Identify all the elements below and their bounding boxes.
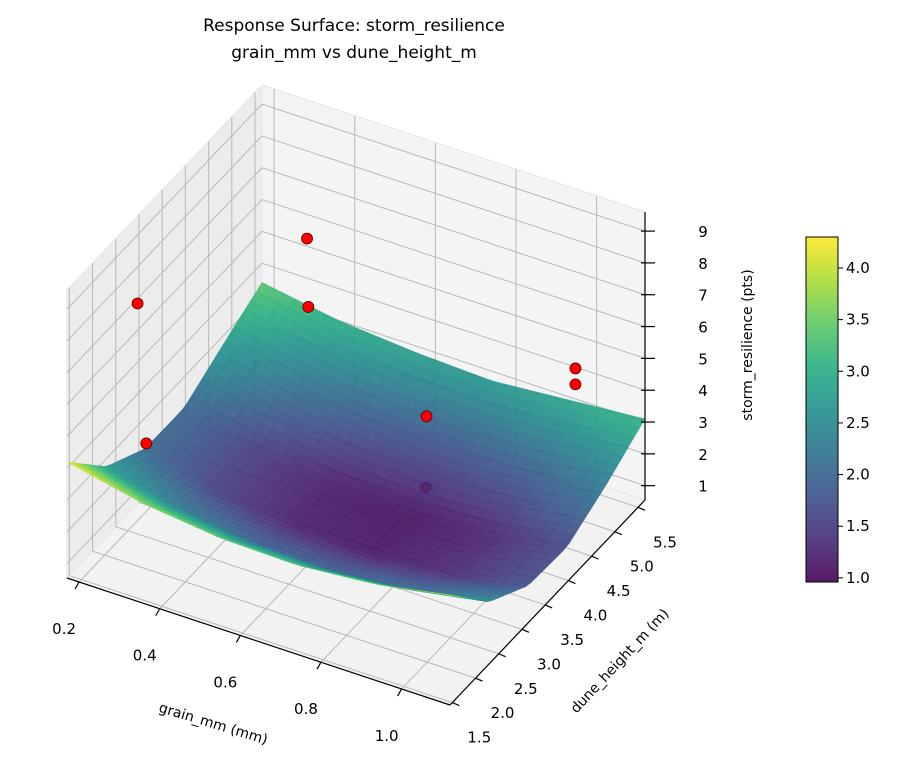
colorbar: 1.0 1.5 2.0 2.5 3.0 3.5 4.0: [805, 236, 870, 587]
colorbar-tick-label: 1.0: [846, 569, 870, 587]
x-axis-line: [66, 577, 451, 706]
z-tick-label: 5: [698, 350, 708, 368]
scatter-point: [140, 437, 153, 450]
z-tick-label: 6: [698, 319, 708, 337]
colorbar-tick-label: 3.0: [846, 362, 870, 380]
z-tick-label: 3: [698, 414, 708, 432]
y-tick-label: 4.5: [607, 582, 631, 600]
scatter-point: [302, 301, 315, 313]
y-tick-mark: [475, 677, 483, 682]
scatter-point: [569, 378, 582, 391]
scatter-point: [569, 362, 582, 375]
gridline-z-back: [261, 103, 646, 232]
colorbar-gradient: [805, 236, 839, 583]
gridline-z-left: [66, 262, 263, 469]
y-tick-mark: [498, 653, 506, 658]
gridline-z-back: [261, 199, 646, 328]
y-tick-label: 4.0: [583, 607, 607, 625]
gridline-z-back: [261, 230, 646, 359]
z-tick-label: 1: [698, 478, 708, 496]
z-tick-label: 8: [698, 255, 708, 273]
y-axis-line: [449, 499, 646, 706]
gridline-z-left: [66, 231, 263, 437]
y-tick-mark: [614, 531, 623, 536]
z-tick-label: 7: [698, 287, 708, 305]
axis-lines: [66, 212, 655, 707]
scatter-point: [420, 410, 433, 423]
y-tick-label: 2.0: [491, 704, 515, 722]
response-surface: [66, 281, 646, 603]
gridline-y-floor: [92, 550, 476, 679]
y-tick-label: 1.5: [467, 729, 491, 747]
x-tick-label: 0.4: [133, 647, 157, 665]
x-tick-label: 1.0: [375, 727, 399, 745]
colorbar-tick-label: 4.0: [846, 259, 870, 277]
x-tick-label: 0.6: [213, 673, 237, 691]
gridline-z-back: [261, 135, 646, 264]
gridline-z-back: [261, 167, 646, 296]
y-tick-label: 3.0: [537, 655, 561, 673]
x-tick-label: 0.8: [294, 700, 318, 718]
y-tick-label: 3.5: [560, 631, 584, 649]
gridline-z-left: [66, 135, 263, 342]
z-tick-label: 9: [698, 223, 708, 241]
y-tick-label: 2.5: [514, 680, 538, 698]
y-tick-label: 5.0: [630, 558, 654, 576]
y-tick-mark: [637, 506, 646, 511]
y-tick-mark: [591, 555, 599, 560]
colorbar-tick-label: 1.5: [846, 517, 870, 535]
gridline-z-left: [66, 103, 263, 310]
x-tick-label: 0.2: [52, 620, 76, 638]
y-tick-label: 5.5: [653, 533, 677, 551]
tick-labels: 0.2 0.4 0.6 0.8 1.0 1.52.0 2.5 3.0 3.5 4.04.5 5.0 5…: [52, 223, 708, 746]
scatter-point: [131, 297, 144, 310]
y-tick-mark: [521, 628, 530, 633]
x-axis-label: grain_mm (mm): [157, 700, 270, 748]
gridline-y-floor: [69, 575, 453, 704]
x-tick-mark: [316, 661, 322, 670]
chart-title-line-1: Response Surface: storm_resilience: [203, 16, 505, 36]
y-tick-mark: [544, 604, 553, 609]
surface-patch: [439, 593, 456, 597]
colorbar-tick-label: 2.0: [846, 466, 870, 484]
x-tick-mark: [155, 608, 161, 617]
z-tick-label: 2: [698, 446, 708, 464]
x-tick-mark: [235, 635, 241, 643]
gridline-z-left: [66, 199, 263, 405]
z-tick-label: 4: [698, 382, 708, 400]
gridline-y-floor: [115, 526, 499, 655]
scatter-points: [131, 232, 582, 450]
z-axis-label: storm_resilience (pts): [740, 269, 756, 420]
y-tick-mark: [568, 579, 576, 585]
y-tick-mark: [452, 702, 460, 707]
colorbar-tick-label: 3.5: [846, 311, 870, 329]
gridline-z-left: [66, 167, 263, 374]
colorbar-tick-label: 2.5: [846, 414, 870, 432]
scatter-point: [301, 232, 313, 245]
chart-title-line-2: grain_mm vs dune_height_m: [231, 43, 477, 63]
x-tick-mark: [74, 581, 80, 590]
x-tick-mark: [397, 688, 403, 697]
